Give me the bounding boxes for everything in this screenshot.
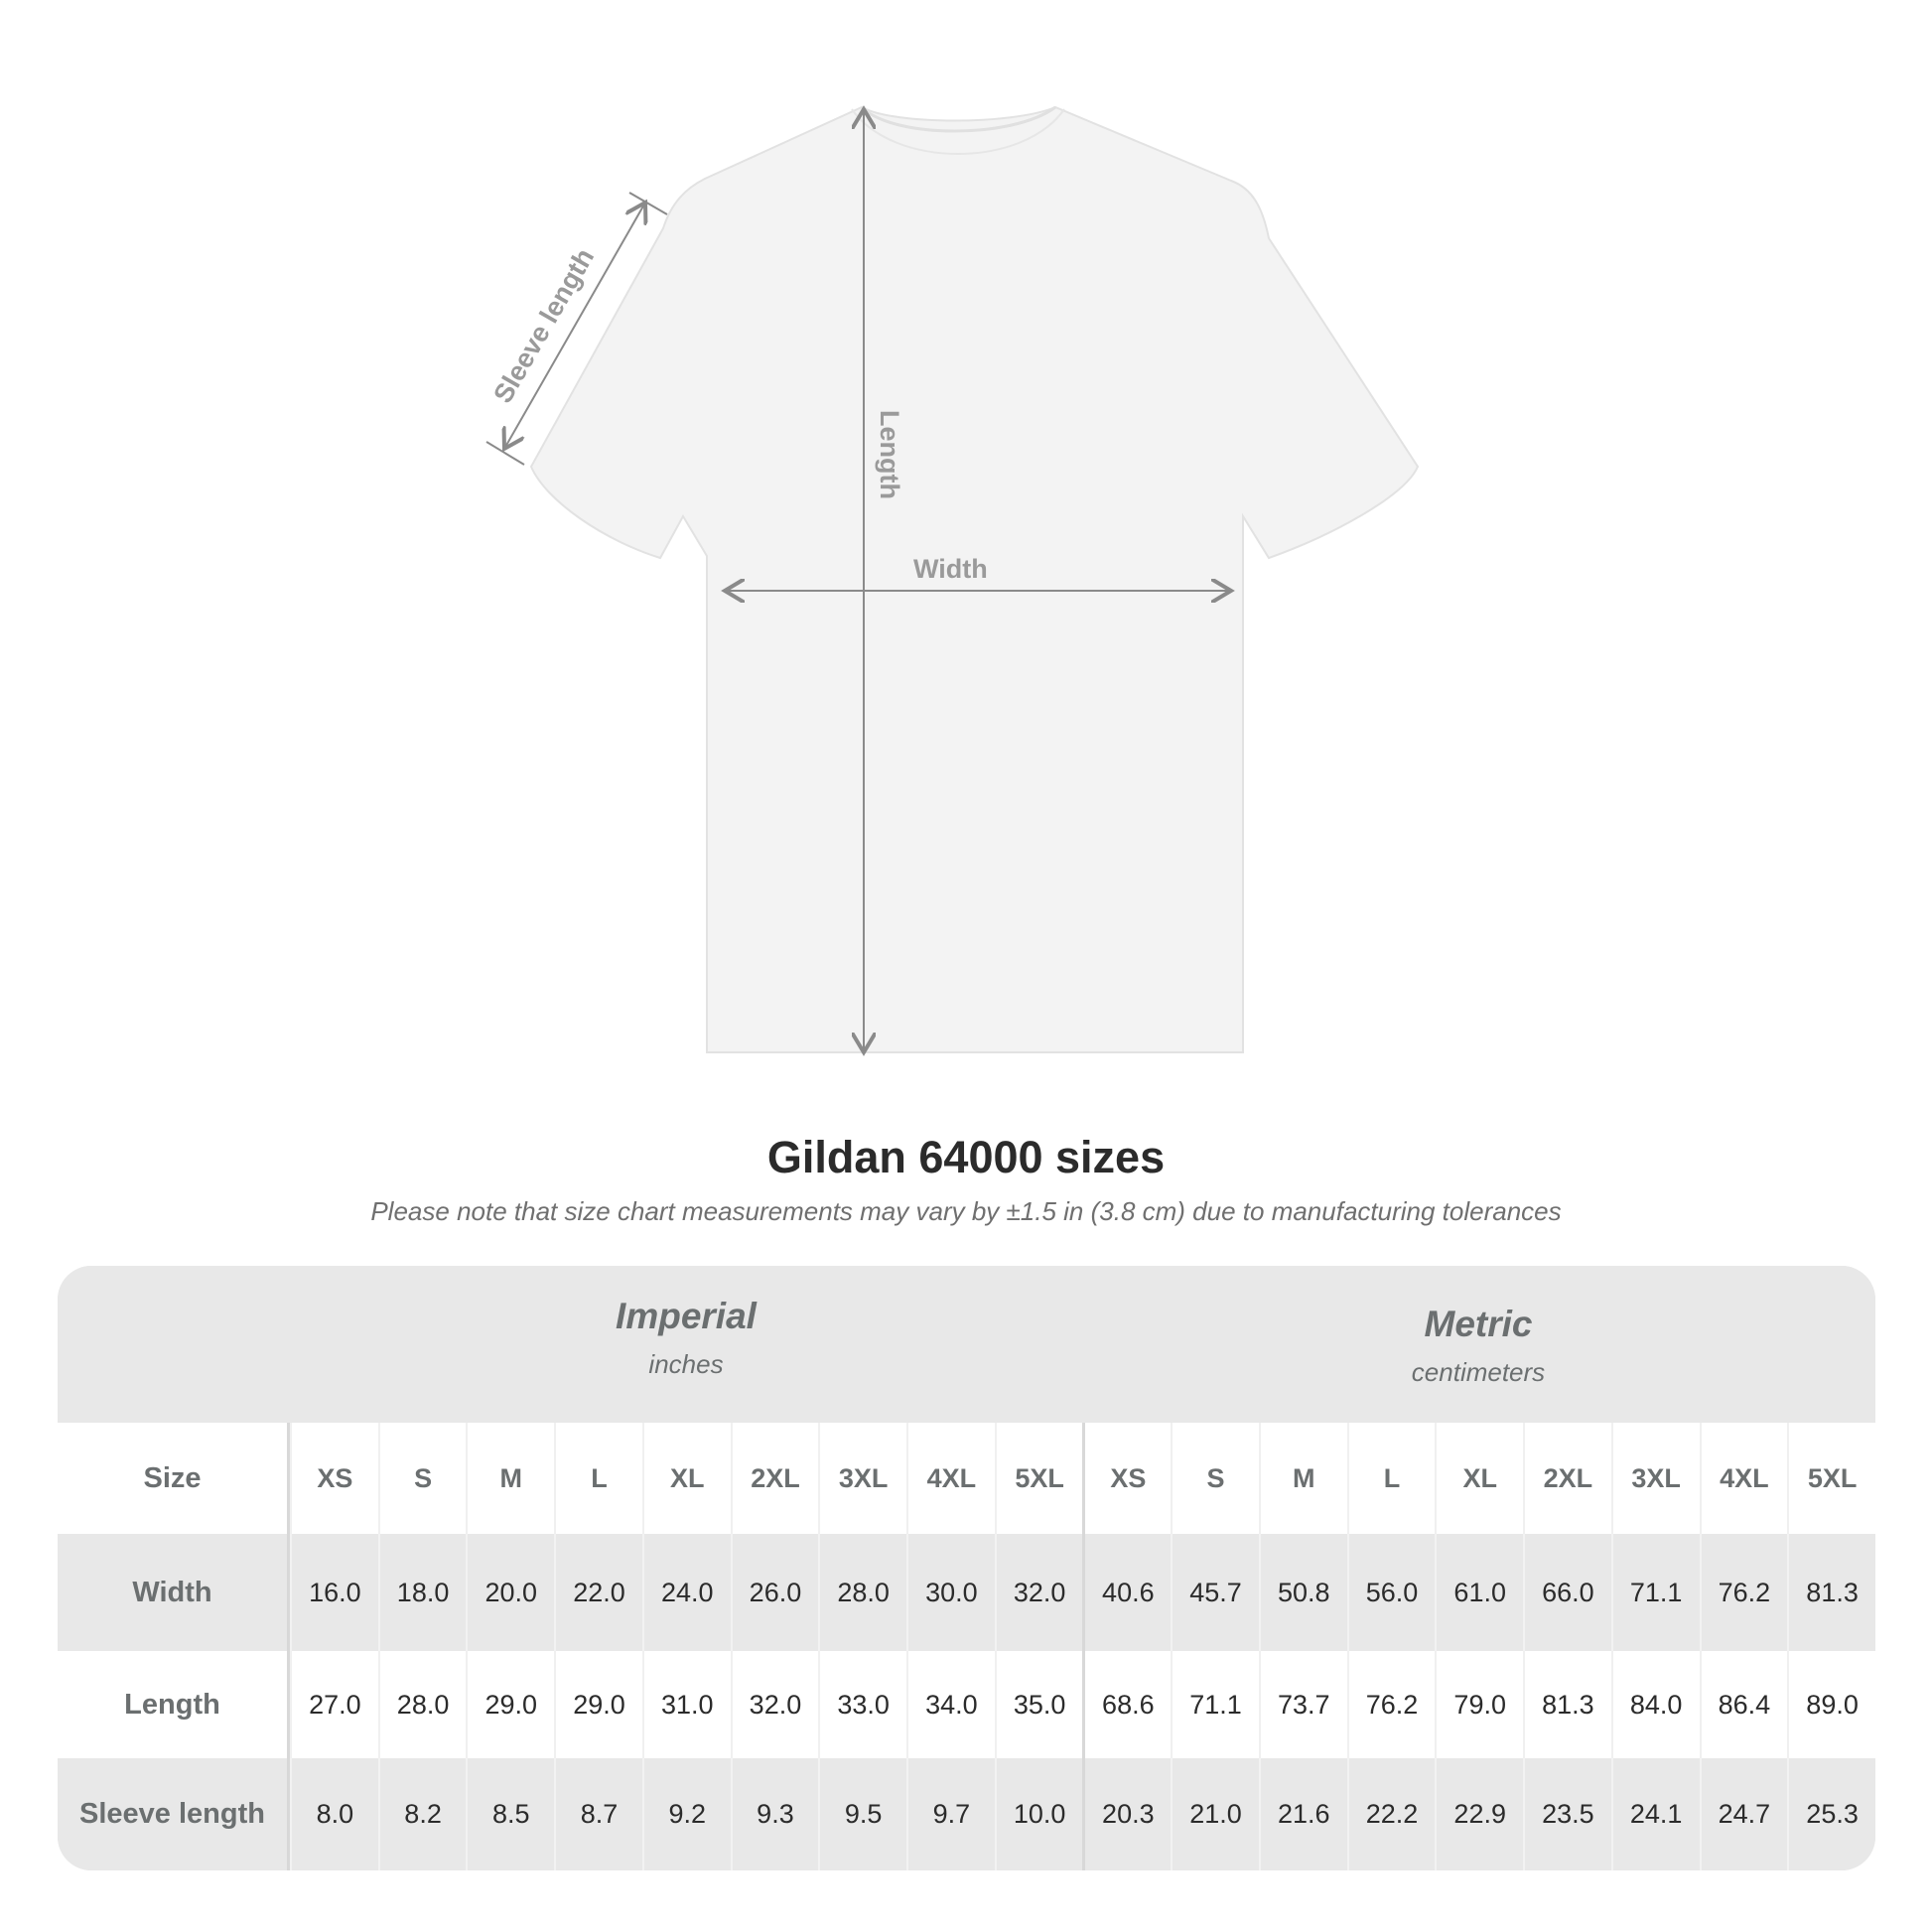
size-header-cell: S [1171,1423,1259,1534]
size-header-cell: 4XL [1699,1423,1788,1534]
tolerance-note: Please note that size chart measurements… [370,1196,1562,1226]
table-cell: 84.0 [1610,1651,1700,1758]
table-cell: 28.0 [377,1651,467,1758]
table-cell: 22.9 [1435,1758,1523,1870]
table-cell: 34.0 [906,1651,995,1758]
table-cell: 21.0 [1171,1758,1259,1870]
size-header-cell: M [1258,1423,1347,1534]
table-cell: 8.2 [377,1758,467,1870]
table-cell: 22.0 [554,1534,642,1651]
table-cell: 35.0 [994,1651,1083,1758]
table-cell: 76.2 [1346,1651,1436,1758]
imperial-group: Imperial inches [290,1296,1082,1380]
table-cell: 32.0 [994,1534,1083,1651]
size-header-cell: 3XL [818,1423,906,1534]
table-cell: 21.6 [1258,1758,1347,1870]
metric-unit: centimeters [1411,1357,1546,1387]
size-header-cell: 5XL [1787,1423,1875,1534]
width-label: Width [913,554,988,584]
table-cell: 16.0 [290,1534,378,1651]
table-cell: 9.2 [641,1758,731,1870]
table-cell: 24.1 [1610,1758,1700,1870]
table-cell: 18.0 [377,1534,467,1651]
table-cell: 10.0 [994,1758,1083,1870]
table-cell: 32.0 [730,1651,819,1758]
table-cell: 86.4 [1699,1651,1788,1758]
table-cell: 79.0 [1435,1651,1523,1758]
size-header-cell: S [377,1423,467,1534]
row-label: Size [58,1423,290,1534]
size-header-cell: 4XL [906,1423,995,1534]
table-cell: 33.0 [818,1651,906,1758]
metric-group: Metric centimeters [1082,1304,1874,1388]
imperial-unit: inches [648,1349,724,1379]
table-cell: 28.0 [818,1534,906,1651]
size-header-cell: L [1346,1423,1436,1534]
size-header-cell: XL [641,1423,731,1534]
size-header-cell: 3XL [1610,1423,1700,1534]
table-cell: 8.0 [290,1758,378,1870]
row-label: Width [58,1534,290,1651]
table-cell: 40.6 [1082,1534,1171,1651]
table-cell: 66.0 [1523,1534,1611,1651]
row-label: Length [58,1651,290,1758]
size-header-cell: XS [1082,1423,1171,1534]
size-table: Imperial inches Metric centimeters Size … [58,1266,1875,1870]
table-cell: 45.7 [1171,1534,1259,1651]
table-cell: 56.0 [1346,1534,1436,1651]
table-header: Imperial inches Metric centimeters [58,1266,1875,1423]
table-cell: 20.3 [1082,1758,1171,1870]
table-cell: 81.3 [1523,1651,1611,1758]
table-cell: 9.5 [818,1758,906,1870]
table-cell: 9.7 [906,1758,995,1870]
table-cell: 29.0 [554,1651,642,1758]
table-cell: 24.7 [1699,1758,1788,1870]
table-cell: 31.0 [641,1651,731,1758]
metric-title: Metric [1424,1304,1533,1344]
size-row: Size XS S M L XL 2XL 3XL 4XL 5XL XS S M L XL 2XL 3XL 4XL… [58,1423,1875,1534]
length-label: Length [875,410,904,499]
table-cell: 50.8 [1258,1534,1347,1651]
size-header-cell: XS [290,1423,378,1534]
size-header-cell: L [554,1423,642,1534]
page-title: Gildan 64000 sizes [766,1132,1166,1182]
table-cell: 81.3 [1787,1534,1875,1651]
table-cell: 68.6 [1082,1651,1171,1758]
table-cell: 20.0 [466,1534,554,1651]
table-row: Sleeve length 8.0 8.2 8.5 8.7 9.2 9.3 9.5 9.7 10… [58,1758,1875,1870]
table-cell: 22.2 [1346,1758,1436,1870]
table-cell: 89.0 [1787,1651,1875,1758]
tshirt-diagram: Sleeve length Length Width [485,0,1420,1092]
table-cell: 27.0 [290,1651,378,1758]
table-cell: 30.0 [906,1534,995,1651]
table-cell: 61.0 [1435,1534,1523,1651]
table-cell: 29.0 [466,1651,554,1758]
table-cell: 9.3 [730,1758,819,1870]
table-cell: 25.3 [1787,1758,1875,1870]
size-header-cell: XL [1435,1423,1523,1534]
table-cell: 8.7 [554,1758,642,1870]
table-cell: 71.1 [1171,1651,1259,1758]
size-header-cell: 2XL [730,1423,819,1534]
table-cell: 76.2 [1699,1534,1788,1651]
row-label: Sleeve length [58,1758,290,1870]
table-cell: 71.1 [1610,1534,1700,1651]
table-cell: 8.5 [466,1758,554,1870]
table-row: Length 27.0 28.0 29.0 29.0 31.0 32.0 33.0 34.0 3… [58,1651,1875,1758]
table-cell: 24.0 [641,1534,731,1651]
size-header-cell: 5XL [994,1423,1083,1534]
table-cell: 73.7 [1258,1651,1347,1758]
table-cell: 23.5 [1523,1758,1611,1870]
table-cell: 26.0 [730,1534,819,1651]
imperial-title: Imperial [616,1296,757,1336]
size-header-cell: M [466,1423,554,1534]
size-header-cell: 2XL [1523,1423,1611,1534]
table-row: Width 16.0 18.0 20.0 22.0 24.0 26.0 28.0 30.0 32… [58,1534,1875,1651]
sleeve-length-arrow [485,192,668,466]
